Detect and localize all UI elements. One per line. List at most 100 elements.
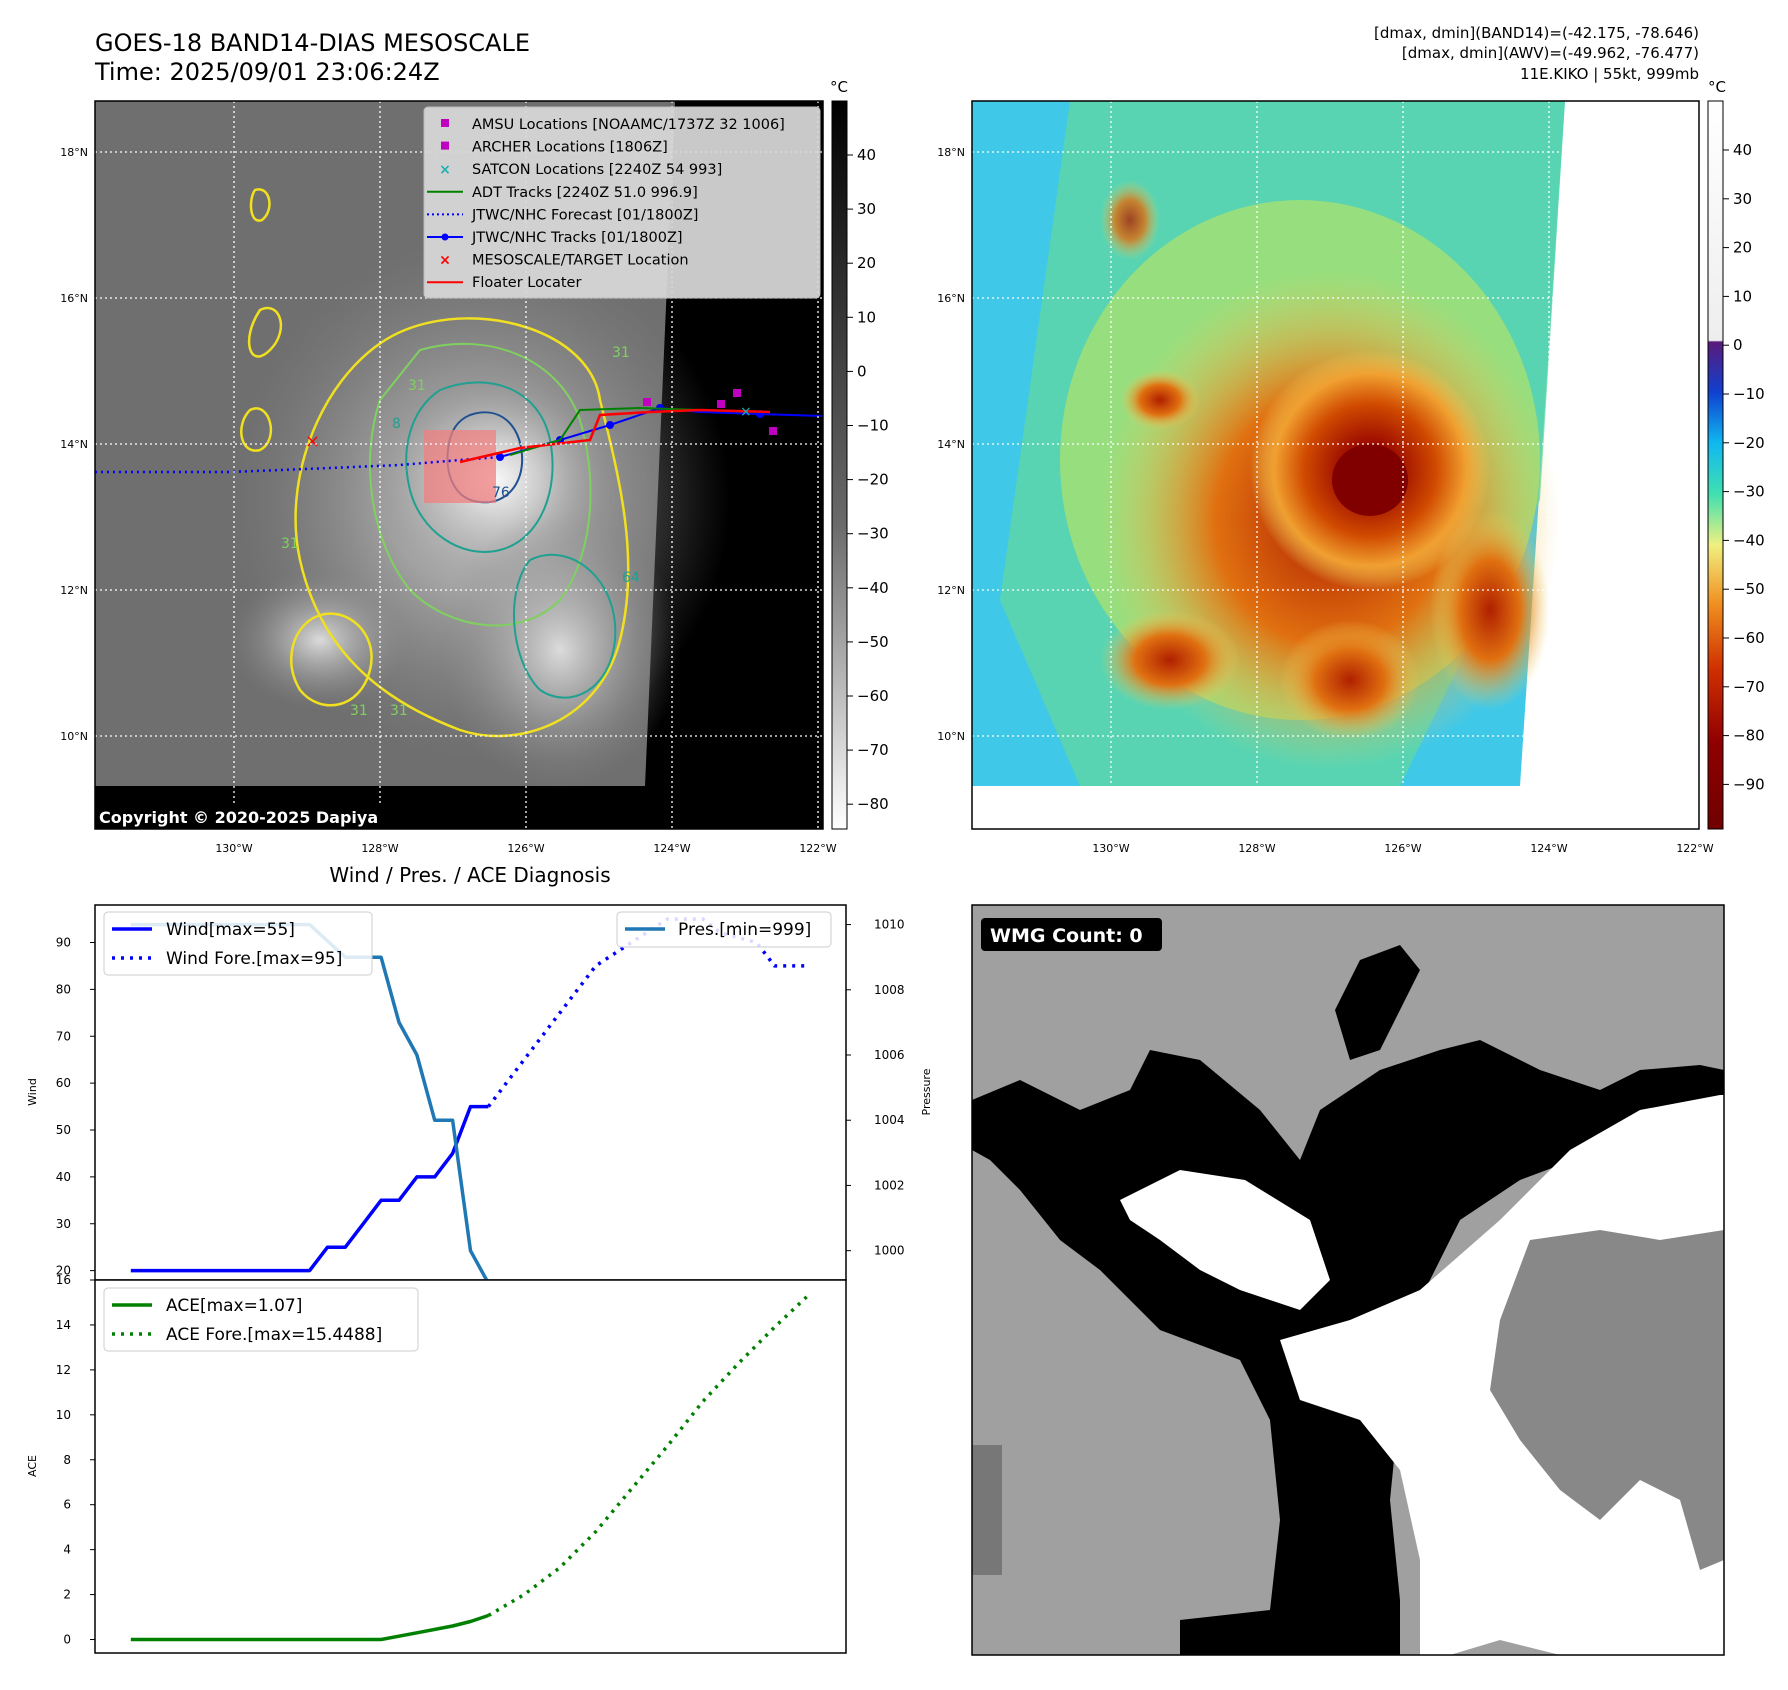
y-tick-label: 4 <box>63 1543 71 1557</box>
y2-tick-label: 1004 <box>874 1113 905 1127</box>
colorbar-tick-label: 20 <box>857 254 876 272</box>
wind-legend: Wind[max=55] Wind Fore.[max=95] <box>103 911 373 976</box>
y-tick-label: 90 <box>56 936 71 950</box>
svg-text:10°N: 10°N <box>937 730 965 743</box>
colorbar-tick-label: 30 <box>1733 190 1752 208</box>
colorbar-tick-label: −40 <box>1733 531 1765 549</box>
svg-text:16°N: 16°N <box>937 292 965 305</box>
ir-map-panel: × × 31 31 31 64 76 31 31 8 <box>94 100 824 830</box>
svg-text:31: 31 <box>408 378 426 394</box>
svg-text:10°N: 10°N <box>60 730 88 743</box>
awv-gridlines <box>972 101 1699 829</box>
colorbar-tick-label: −70 <box>857 741 889 759</box>
svg-text:12°N: 12°N <box>937 584 965 597</box>
mesoscale-target-box <box>424 430 496 503</box>
colorbar-tick-label: −20 <box>1733 434 1765 452</box>
svg-text:Wind[max=55]: Wind[max=55] <box>166 920 295 940</box>
svg-text:31: 31 <box>350 703 368 719</box>
svg-text:18°N: 18°N <box>937 146 965 159</box>
colorbar-tick-label: −20 <box>857 471 889 489</box>
legend-label: ARCHER Locations [1806Z] <box>472 140 668 156</box>
colorbar-tick-label: −90 <box>1733 775 1765 793</box>
svg-text:14°N: 14°N <box>937 438 965 451</box>
svg-text:Pres.[min=999]: Pres.[min=999] <box>678 920 811 940</box>
legend-item: × MESOSCALE/TARGET Location <box>439 253 688 269</box>
ir-lon-ticks: 130°W 128°W 126°W 124°W 122°W <box>215 842 836 855</box>
colorbar-tick-label: −30 <box>1733 483 1765 501</box>
band14-range-info: [dmax, dmin](BAND14)=(-42.175, -78.646) <box>1374 24 1699 42</box>
y2-tick-label: 1002 <box>874 1178 905 1192</box>
awv-lon-ticks: 130°W 128°W 126°W 124°W 122°W <box>1092 842 1713 855</box>
pressure-legend: Pres.[min=999] <box>616 911 832 948</box>
ir-contours <box>240 188 630 738</box>
colorbar-tick-label: −10 <box>1733 385 1765 403</box>
svg-text:64: 64 <box>622 570 640 586</box>
satcon-marker: × <box>740 404 752 420</box>
colorbar-tick-label: −50 <box>857 633 889 651</box>
svg-text:18°N: 18°N <box>60 146 88 159</box>
svg-text:31: 31 <box>390 703 408 719</box>
svg-text:124°W: 124°W <box>1530 842 1567 855</box>
y-tick-label: 12 <box>56 1363 71 1377</box>
wmg-count-text: WMG Count: 0 <box>990 925 1143 947</box>
svg-text:ACE Fore.[max=15.4488]: ACE Fore.[max=15.4488] <box>166 1325 382 1345</box>
y-tick-label: 10 <box>56 1408 71 1422</box>
archer-marker <box>769 427 777 435</box>
colorbar-tick-label: 20 <box>1733 239 1752 257</box>
colorbar-tick-label: 30 <box>857 200 876 218</box>
svg-text:130°W: 130°W <box>1092 842 1129 855</box>
y-tick-label: 50 <box>56 1123 71 1137</box>
y-tick-label: 0 <box>63 1633 71 1647</box>
storm-info: 11E.KIKO | 55kt, 999mb <box>1520 65 1699 83</box>
legend-item: ADT Tracks [2240Z 51.0 996.9] <box>427 185 698 201</box>
ace-axis-label: ACE <box>26 1455 39 1477</box>
legend-item: × SATCON Locations [2240Z 54 993] <box>439 162 722 178</box>
legend-square-icon <box>441 119 449 127</box>
y2-tick-label: 1008 <box>874 983 905 997</box>
colorbar-tick-label: −60 <box>1733 629 1765 647</box>
colorbar-tick-label: −50 <box>1733 580 1765 598</box>
svg-text:126°W: 126°W <box>507 842 544 855</box>
y-tick-label: 8 <box>63 1453 71 1467</box>
colorbar-tick-label: −10 <box>857 417 889 435</box>
colorbar-tick-label: −60 <box>857 687 889 705</box>
figure-time: Time: 2025/09/01 23:06:24Z <box>94 58 440 86</box>
legend-item: Floater Locater <box>427 275 581 291</box>
svg-text:130°W: 130°W <box>215 842 252 855</box>
svg-text:8: 8 <box>392 416 401 432</box>
y-tick-label: 20 <box>56 1264 71 1278</box>
target-marker: × <box>305 431 320 452</box>
svg-text:ACE[max=1.07]: ACE[max=1.07] <box>166 1296 302 1316</box>
pressure-axis-label: Pressure <box>920 1068 933 1115</box>
svg-text:16°N: 16°N <box>60 292 88 305</box>
wind-pressure-chart: Wind Pressure 20 30 40 50 60 70 80 90 1000 1002 1… <box>26 904 933 1285</box>
y-tick-label: 80 <box>56 982 71 996</box>
svg-text:12°N: 12°N <box>60 584 88 597</box>
copyright-label: Copyright © 2020-2025 Dapiya <box>99 808 378 827</box>
series-line <box>130 1613 489 1642</box>
legend-item: JTWC/NHC Tracks [01/1800Z] <box>427 230 683 246</box>
colorbar-tick-label: −80 <box>1733 727 1765 745</box>
svg-text:31: 31 <box>612 345 630 361</box>
svg-text:122°W: 122°W <box>799 842 836 855</box>
contour-labels: 31 31 31 64 76 31 31 8 <box>281 345 640 719</box>
colorbar-tick-label: −70 <box>1733 678 1765 696</box>
colorbar-tick-label: −80 <box>857 795 889 813</box>
legend-label: MESOSCALE/TARGET Location <box>472 253 689 269</box>
floater-track-line <box>459 408 771 464</box>
colorbar-tick-label: 0 <box>857 362 867 380</box>
y2-tick-label: 1010 <box>874 918 905 932</box>
y-tick-label: 60 <box>56 1076 71 1090</box>
legend-x-icon: × <box>439 162 451 178</box>
amsu-marker <box>643 398 651 406</box>
colorbar-tick-label: 0 <box>1733 336 1743 354</box>
wmg-panel: WMG Count: 0 <box>971 904 1725 1656</box>
y2-tick-label: 1000 <box>874 1244 905 1258</box>
ir-lat-ticks: 18°N 16°N 14°N 12°N 10°N <box>60 146 88 743</box>
svg-text:128°W: 128°W <box>1238 842 1275 855</box>
y-tick-label: 6 <box>63 1498 71 1512</box>
awv-map-panel <box>971 100 1700 830</box>
svg-text:°C: °C <box>1708 78 1726 96</box>
wmg-count-badge <box>981 918 1162 951</box>
